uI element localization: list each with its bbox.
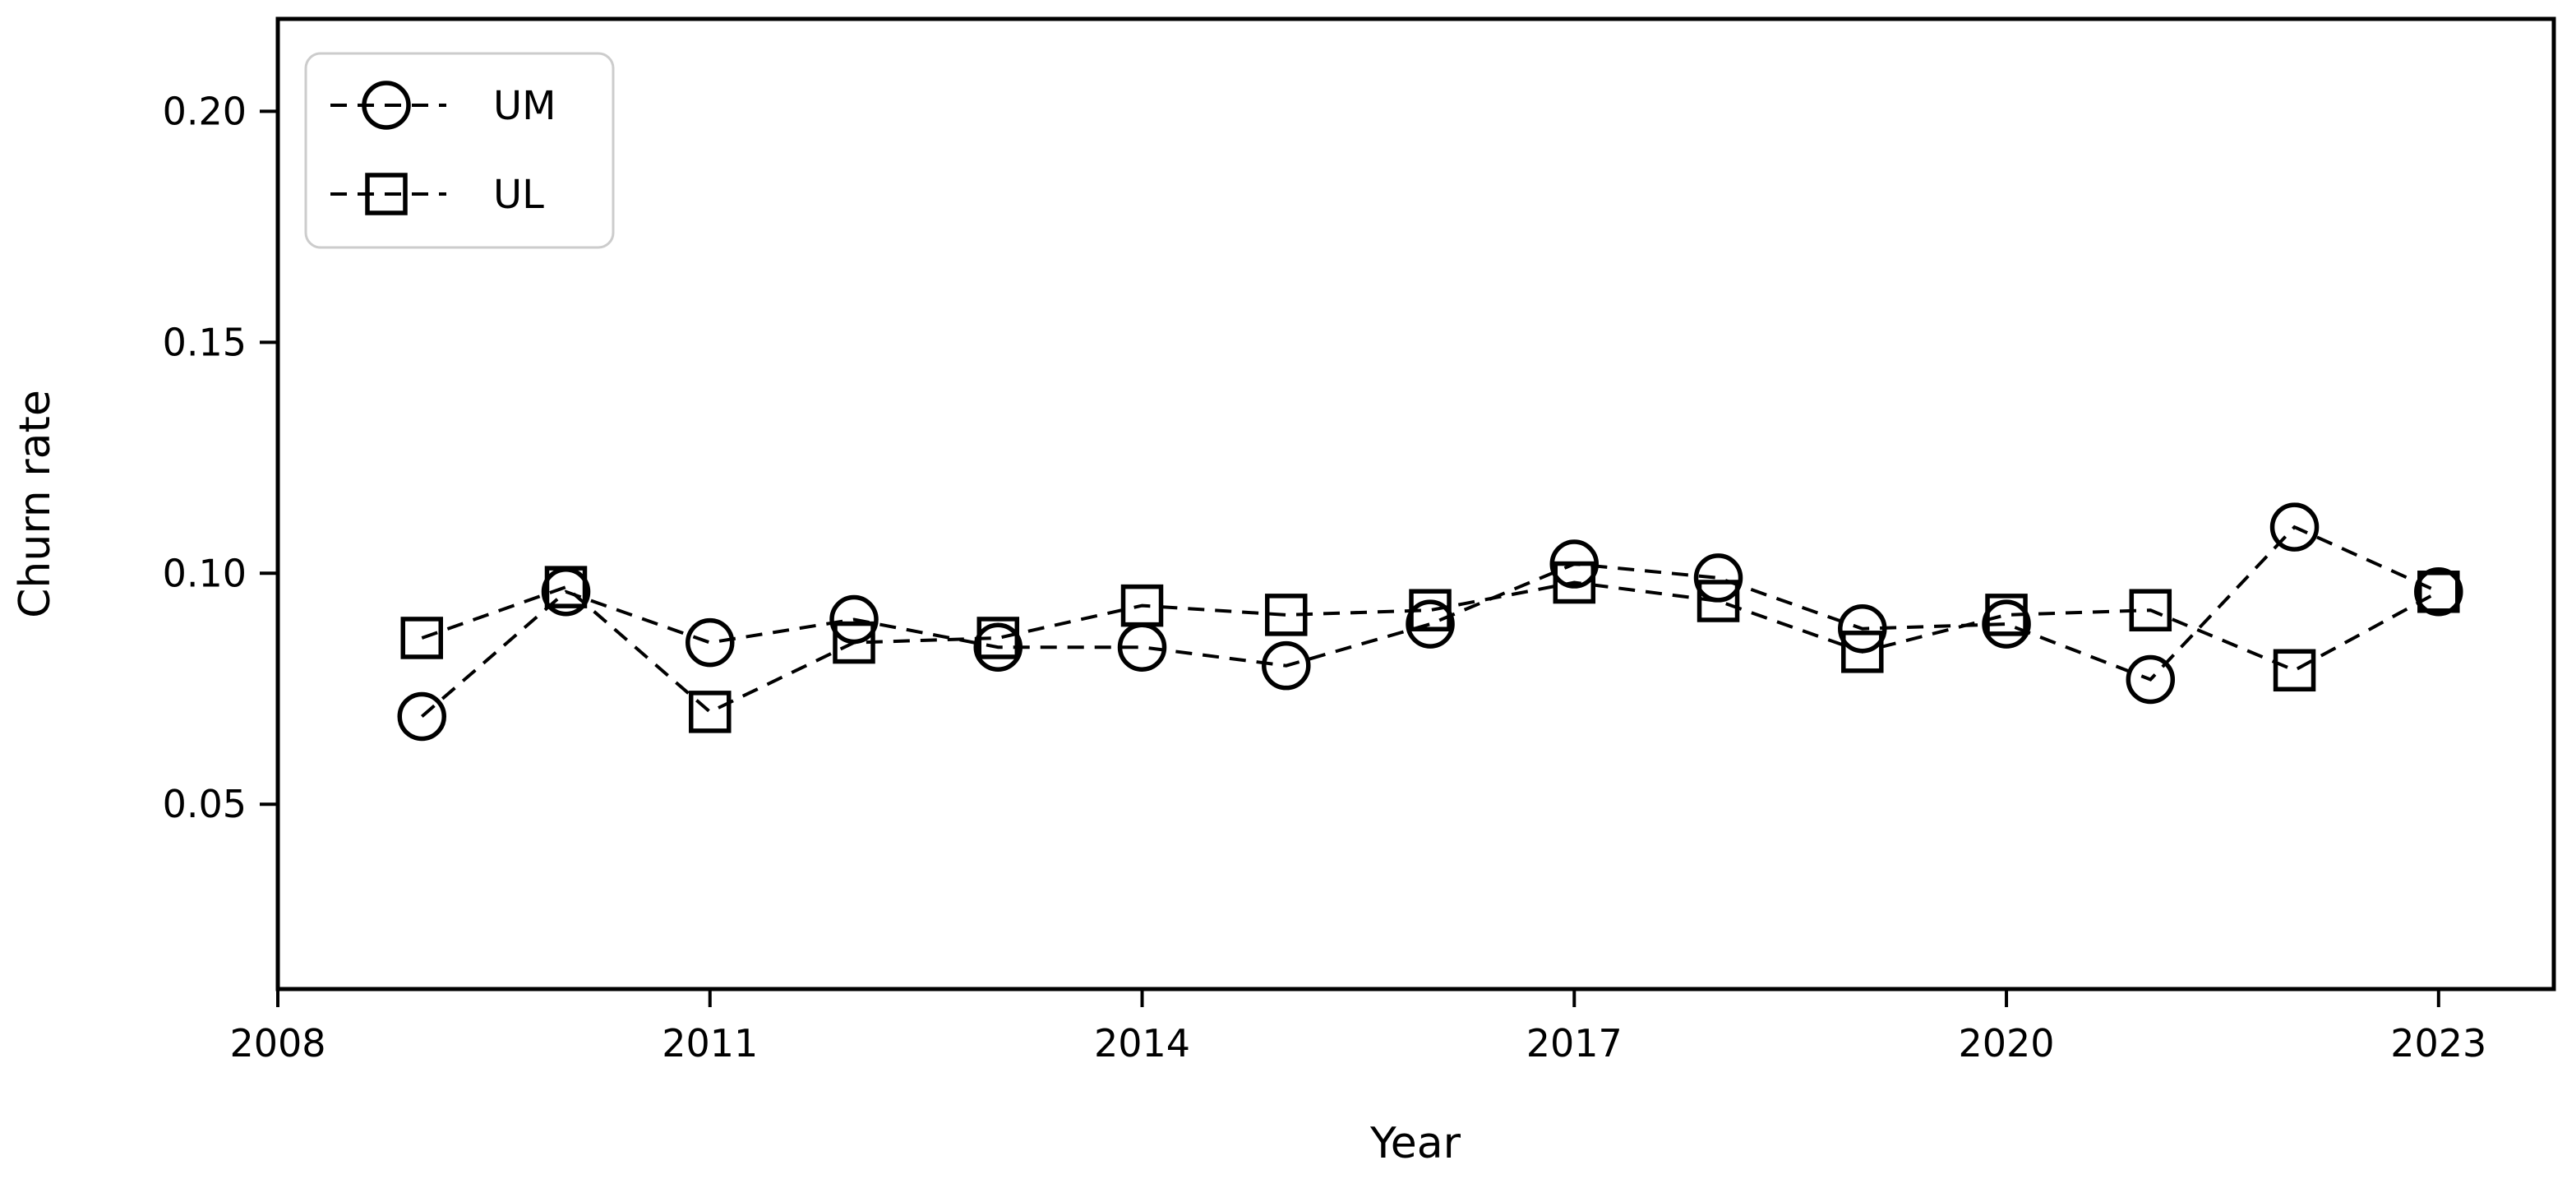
data-point-um [397,691,447,742]
legend-box [304,52,615,249]
data-point-ul [689,691,732,733]
y-tick-label: 0.20 [163,89,247,133]
x-axis-label: Year [1369,1119,1461,1168]
data-point-um [973,622,1023,672]
y-tick-label: 0.10 [163,551,247,595]
x-tick-label: 2020 [1958,1021,2054,1066]
x-tick-label: 2023 [2390,1021,2486,1066]
data-point-um [2126,654,2176,705]
data-point-um [2414,567,2463,617]
x-tick-label: 2014 [1094,1021,1190,1066]
data-point-ul [544,566,588,608]
data-point-um [1693,553,1743,603]
legend: UM UL [304,52,615,249]
plot-frame [275,16,2556,992]
y-tick-label: 0.15 [163,320,247,364]
data-point-ul [2273,649,2316,692]
x-tick-label: 2017 [1526,1021,1623,1066]
y-tick-label: 0.05 [163,782,247,826]
legend-ul-label: UL [493,172,544,218]
series-ul-line [421,580,2440,714]
data-point-um [1262,640,1311,691]
data-point-ul [1841,631,1884,673]
x-tick-label: 2011 [662,1021,758,1066]
x-tick-label: 2008 [229,1021,325,1066]
data-point-um [686,617,735,668]
data-point-ul [976,617,1020,659]
data-point-um [2269,502,2320,552]
data-point-um [1549,539,1600,589]
legend-entry-ul: UL [330,172,544,218]
data-point-ul [1985,594,2028,636]
data-point-um [1406,599,1455,649]
data-point-ul [833,621,875,664]
y-axis-label: Churn rate [11,390,60,618]
series-um-line [420,525,2440,719]
circle-marker-icon [362,81,411,130]
data-point-ul [1265,594,1308,636]
data-point-ul [2417,571,2460,613]
data-point-ul [2129,589,2172,631]
data-point-ul [400,617,444,659]
data-point-ul [1120,584,1164,627]
data-point-ul [1409,589,1452,631]
square-marker-icon [365,173,408,215]
data-point-um [1982,599,2031,649]
data-point-ul [1697,580,1740,622]
legend-um-label: UM [493,83,556,129]
legend-entry-um: UM [330,81,556,130]
data-point-ul [1553,561,1596,604]
